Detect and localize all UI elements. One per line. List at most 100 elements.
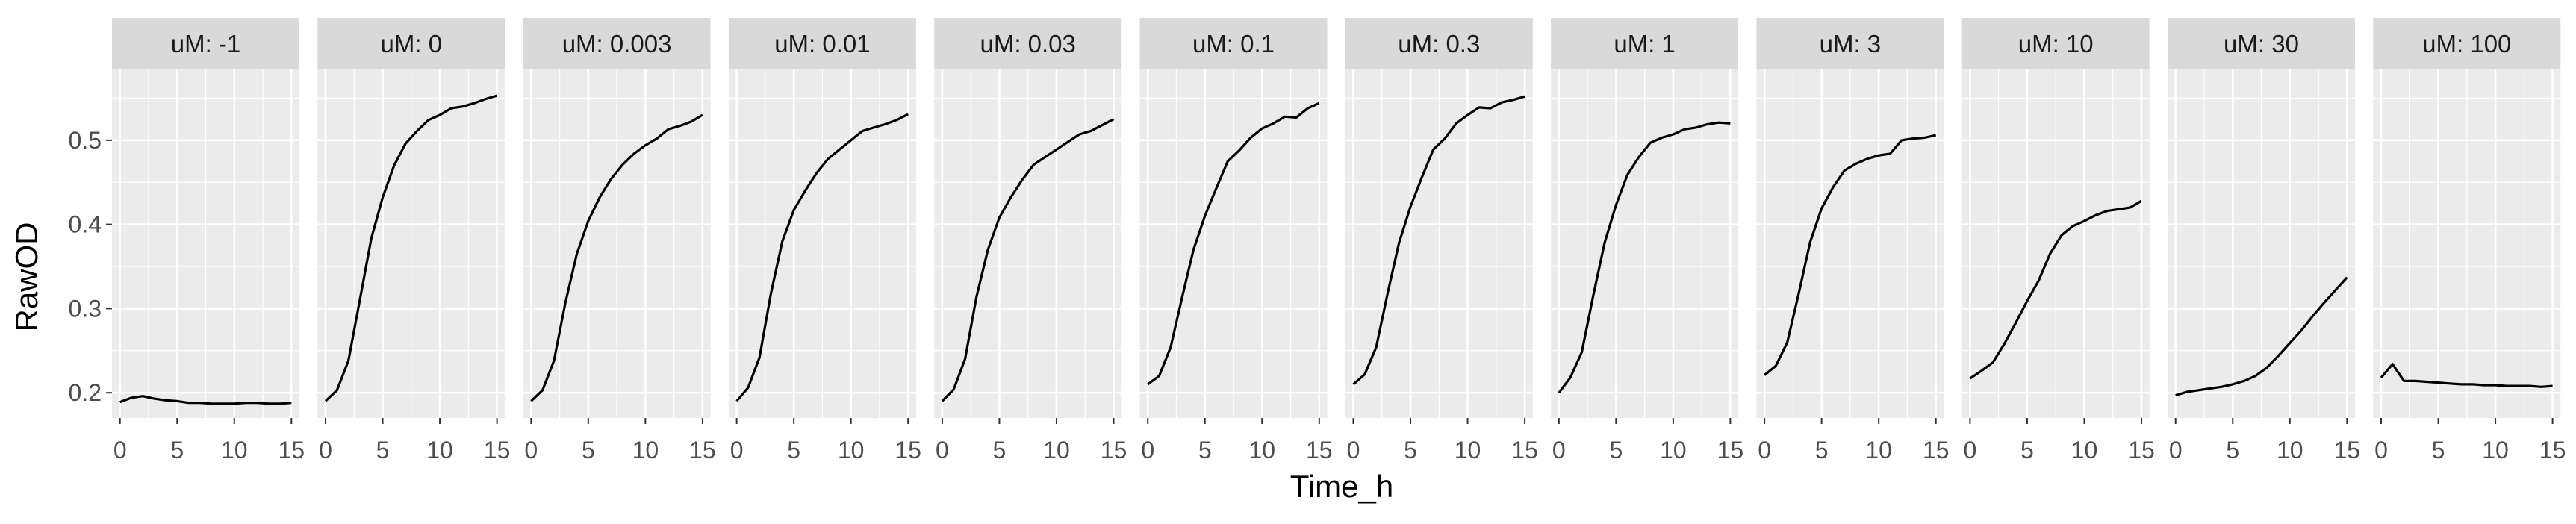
facet-strip-label: uM: 0.1 [1192,30,1275,57]
x-tick-label: 15 [1511,437,1538,464]
x-tick-label: 15 [278,437,305,464]
x-tick-label: 5 [1815,437,1829,464]
series-line [1558,121,1731,394]
series-line [735,113,909,402]
facet-panel: uM: 0.003 0 5 10 15 [523,18,716,464]
x-tick-label: 0 [1552,437,1566,464]
facet-strip-label: uM: 10 [2018,30,2094,57]
facet-strip-label: uM: 0.01 [774,30,870,57]
facet-panel: uM: 3 0 5 10 15 [1756,18,1949,464]
facet-panel: uM: 0 0 5 10 15 [317,18,510,464]
series-line [1764,134,1937,376]
facet-strip-label: uM: 0.03 [980,30,1075,57]
facet-panel: uM: 100 0 5 10 15 [2373,18,2566,464]
series-line [324,94,498,402]
series-line [2380,363,2553,388]
facet-strip [2373,18,2561,69]
x-tick-label: 5 [1198,437,1212,464]
series-line [1969,199,2142,380]
x-tick-label: 0 [1141,437,1154,464]
x-tick-label: 10 [221,437,248,464]
facet-strip [1961,18,2150,69]
x-tick-label: 15 [1306,437,1333,464]
x-tick-label: 15 [2128,437,2155,464]
facet-strip [1551,18,1739,69]
x-axis-title: Time_h [1290,469,1394,504]
x-tick-label: 10 [1043,437,1070,464]
facet-strip [112,18,299,69]
y-axis: 0.2 0.3 0.4 0.5 [69,127,112,406]
x-tick-label: 10 [2277,437,2303,464]
series-line [530,113,703,402]
series-line [1147,102,1320,386]
x-tick-label: 0 [1347,437,1360,464]
x-tick-label: 5 [787,437,800,464]
x-tick-label: 15 [2539,437,2566,464]
facet-strip-label: uM: -1 [171,30,241,57]
facet-strip [934,18,1122,69]
x-tick-label: 5 [170,437,184,464]
x-tick-label: 0 [1964,437,1977,464]
x-tick-label: 10 [2482,437,2509,464]
facet-strip-label: uM: 30 [2224,30,2299,57]
facet-strip-label: uM: 3 [1820,30,1882,57]
facet-strip-label: uM: 0.003 [562,30,672,57]
x-tick-label: 0 [2374,437,2388,464]
x-tick-label: 0 [113,437,127,464]
facet-strip [728,18,916,69]
x-tick-label: 10 [632,437,659,464]
x-tick-label: 10 [1660,437,1687,464]
y-tick-label: 0.5 [69,127,102,154]
facet-strip-label: uM: 1 [1614,30,1676,57]
x-tick-label: 10 [838,437,865,464]
x-tick-label: 5 [376,437,390,464]
x-tick-label: 0 [524,437,538,464]
facet-strip [2168,18,2355,69]
x-tick-label: 5 [2226,437,2239,464]
facet-panel: uM: 0.03 0 5 10 15 [934,18,1127,464]
x-tick-label: 10 [426,437,453,464]
facet-strip-label: uM: 0 [381,30,443,57]
facet-panel: uM: 0.01 0 5 10 15 [728,18,921,464]
facet-panel: uM: 30 0 5 10 15 [2168,18,2360,464]
x-tick-label: 15 [2333,437,2360,464]
x-tick-label: 10 [2071,437,2098,464]
x-tick-label: 0 [936,437,949,464]
facet-panel: uM: 10 0 5 10 15 [1961,18,2155,464]
facet-panel: uM: 0.3 0 5 10 15 [1345,18,1538,464]
facet-panel: uM: 0.1 0 5 10 15 [1139,18,1333,464]
x-tick-label: 5 [2020,437,2034,464]
x-tick-label: 15 [484,437,511,464]
x-tick-label: 10 [1865,437,1892,464]
x-tick-label: 0 [319,437,332,464]
series-line [1352,95,1525,386]
y-axis-title: RawOD [9,222,44,331]
x-tick-label: 5 [993,437,1007,464]
x-tick-label: 5 [1404,437,1417,464]
facet-strip [523,18,711,69]
facet-strip [1139,18,1328,69]
x-tick-label: 10 [1455,437,1481,464]
facet-panel: uM: -1 0 5 10 15 [112,18,305,464]
facet-strip [1756,18,1944,69]
x-tick-label: 15 [689,437,716,464]
x-tick-label: 10 [1248,437,1275,464]
series-line [119,395,292,405]
facet-strip [1345,18,1533,69]
series-line [2175,276,2348,397]
facet-strip [317,18,505,69]
facet-strip-label: uM: 100 [2422,30,2511,57]
x-tick-label: 0 [730,437,744,464]
x-tick-label: 0 [1758,437,1771,464]
x-tick-label: 15 [1923,437,1950,464]
x-tick-label: 5 [1609,437,1623,464]
facet-strip-label: uM: 0.3 [1398,30,1480,57]
x-tick-label: 0 [2169,437,2183,464]
y-tick-label: 0.3 [69,295,102,322]
facet-panel: uM: 1 0 5 10 15 [1551,18,1743,464]
x-tick-label: 15 [1717,437,1744,464]
y-tick-label: 0.2 [69,379,102,406]
x-tick-label: 15 [1101,437,1127,464]
